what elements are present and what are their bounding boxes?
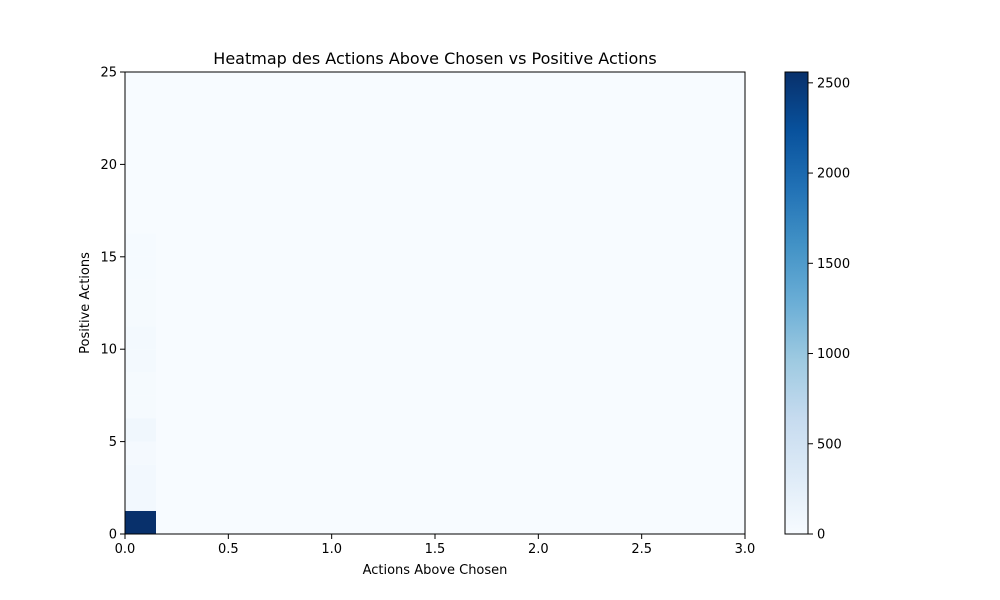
plot-area <box>125 72 745 534</box>
colorbar-tick-label: 1000 <box>817 347 850 362</box>
y-tick-label: 10 <box>100 343 117 358</box>
colorbar-tick-label: 1500 <box>817 257 850 272</box>
heatmap-cell <box>125 442 156 465</box>
x-tick-label: 0.5 <box>218 542 239 557</box>
heatmap-cell <box>125 488 156 511</box>
heatmap-cell <box>125 280 156 303</box>
y-tick-label: 25 <box>100 66 117 81</box>
y-tick-label: 20 <box>100 158 117 173</box>
heatmap-cell <box>125 257 156 280</box>
heatmap-cell <box>125 372 156 395</box>
heatmap-cell <box>125 395 156 418</box>
x-tick-label: 2.0 <box>528 542 549 557</box>
x-tick-label: 3.0 <box>735 542 756 557</box>
heatmap-cell <box>125 349 156 372</box>
y-tick-label: 15 <box>100 250 117 265</box>
heatmap-cells <box>125 234 156 534</box>
heatmap-cell <box>125 303 156 326</box>
x-tick-label: 1.0 <box>321 542 342 557</box>
heatmap-cell <box>125 419 156 442</box>
colorbar-gradient <box>785 72 808 534</box>
colorbar-tick-label: 2500 <box>817 76 850 91</box>
y-tick-label: 5 <box>109 435 117 450</box>
plot-background <box>125 72 745 534</box>
x-tick-label: 1.5 <box>425 542 446 557</box>
heatmap-cell <box>125 326 156 349</box>
x-tick-label: 2.5 <box>631 542 652 557</box>
colorbar-tick-label: 2000 <box>817 167 850 182</box>
chart-title: Heatmap des Actions Above Chosen vs Posi… <box>213 49 656 68</box>
colorbar-tick-label: 0 <box>817 528 825 543</box>
heatmap-cell <box>125 511 156 534</box>
colorbar-tick-label: 500 <box>817 437 842 452</box>
x-axis-label: Actions Above Chosen <box>363 563 508 578</box>
y-tick-label: 0 <box>109 528 117 543</box>
heatmap-cell <box>125 234 156 257</box>
y-axis-label: Positive Actions <box>78 252 93 354</box>
x-tick-label: 0.0 <box>115 542 136 557</box>
heatmap-cell <box>125 465 156 488</box>
